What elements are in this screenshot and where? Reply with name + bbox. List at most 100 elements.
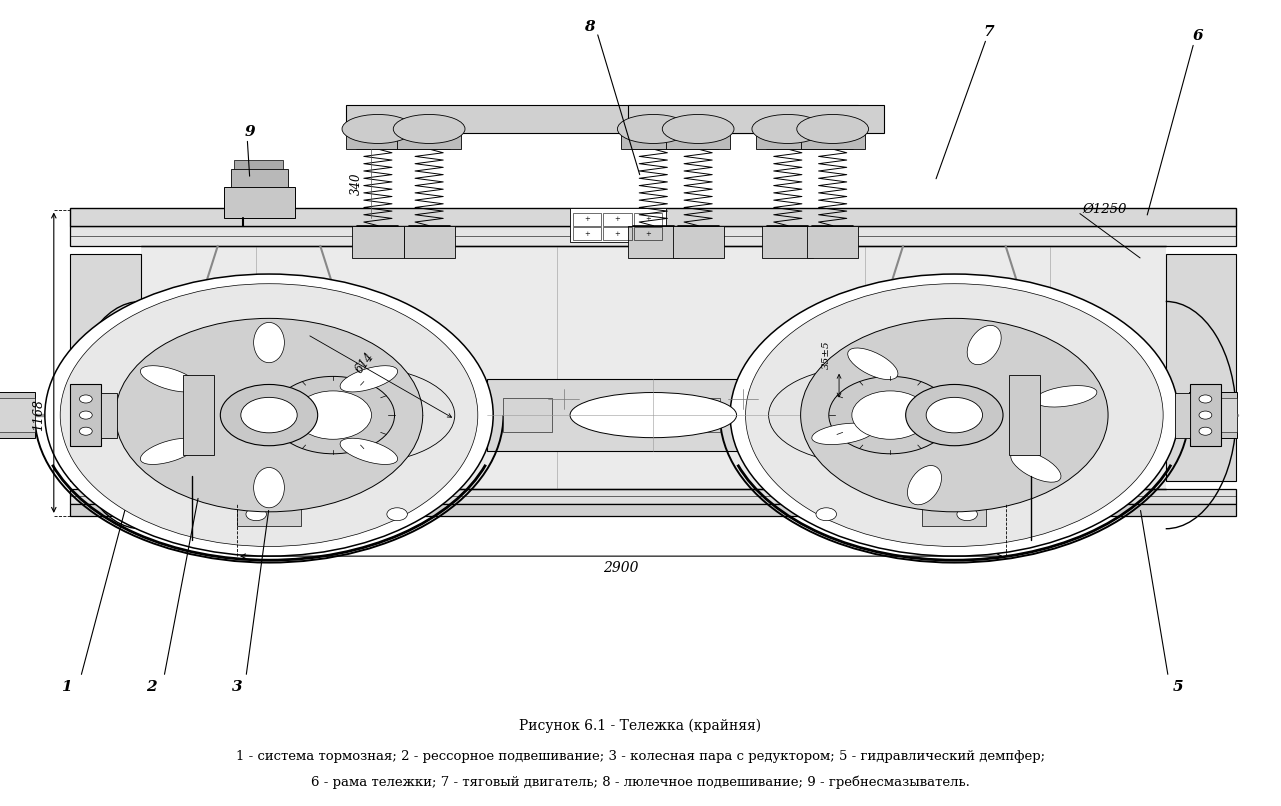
Bar — [603, 213, 632, 226]
Circle shape — [816, 508, 836, 521]
Ellipse shape — [342, 114, 414, 143]
Text: 6 - рама тележки; 7 - тяговый двигатель; 8 - люлечное подвешивание; 9 - гребнесм: 6 - рама тележки; 7 - тяговый двигатель;… — [311, 775, 970, 788]
Bar — [234, 160, 283, 169]
Ellipse shape — [339, 438, 397, 464]
Ellipse shape — [1035, 385, 1097, 407]
Circle shape — [79, 411, 92, 419]
Circle shape — [730, 274, 1179, 556]
Text: 2: 2 — [146, 679, 156, 694]
Ellipse shape — [752, 114, 824, 143]
Bar — [1190, 384, 1221, 446]
Circle shape — [246, 508, 266, 521]
Circle shape — [272, 376, 395, 454]
Bar — [1166, 254, 1236, 481]
Bar — [1175, 393, 1190, 438]
Text: 340: 340 — [350, 172, 363, 195]
Circle shape — [746, 284, 1163, 546]
Bar — [397, 129, 461, 149]
Ellipse shape — [743, 352, 986, 478]
Bar — [756, 129, 820, 149]
Text: +: + — [646, 230, 651, 238]
Bar — [70, 489, 1236, 504]
Bar — [573, 227, 601, 240]
Circle shape — [1199, 395, 1212, 403]
Bar — [487, 379, 820, 451]
Bar — [70, 384, 101, 446]
Circle shape — [926, 397, 983, 433]
Ellipse shape — [141, 438, 199, 464]
Bar — [503, 392, 552, 438]
Text: Рисунок 6.1 - Тележка (крайняя): Рисунок 6.1 - Тележка (крайняя) — [519, 718, 762, 733]
Bar — [503, 398, 552, 432]
Bar — [570, 208, 666, 242]
Text: +: + — [584, 215, 589, 223]
Bar — [603, 227, 632, 240]
Circle shape — [387, 508, 407, 521]
Ellipse shape — [662, 114, 734, 143]
Bar — [141, 246, 1166, 489]
Bar — [70, 254, 141, 481]
Ellipse shape — [769, 367, 961, 463]
Bar — [671, 398, 720, 432]
Bar — [922, 507, 986, 526]
Circle shape — [241, 397, 297, 433]
Text: 8: 8 — [584, 20, 594, 35]
Text: +: + — [615, 215, 620, 223]
Bar — [801, 129, 865, 149]
Bar — [762, 226, 813, 258]
Bar — [634, 227, 662, 240]
Circle shape — [852, 391, 929, 439]
Ellipse shape — [848, 348, 898, 380]
Bar — [70, 208, 1236, 226]
Bar — [826, 510, 967, 518]
Bar — [192, 512, 346, 521]
Bar — [101, 393, 117, 438]
Ellipse shape — [263, 367, 455, 463]
Text: 1 - система тормозная; 2 - рессорное подвешивание; 3 - колесная пара с редукторо: 1 - система тормозная; 2 - рессорное под… — [236, 750, 1045, 762]
Bar — [231, 169, 288, 187]
Bar — [1189, 398, 1237, 432]
Text: 7: 7 — [984, 25, 994, 39]
Bar — [621, 129, 685, 149]
Circle shape — [79, 427, 92, 435]
Ellipse shape — [907, 466, 942, 505]
Bar — [346, 129, 410, 149]
Bar — [671, 392, 720, 438]
Circle shape — [829, 376, 952, 454]
Bar — [183, 375, 214, 455]
Text: +: + — [646, 215, 651, 223]
Ellipse shape — [797, 114, 869, 143]
Ellipse shape — [339, 366, 397, 392]
Bar — [628, 226, 679, 258]
Text: 2900: 2900 — [603, 561, 639, 575]
Bar — [666, 129, 730, 149]
Circle shape — [906, 384, 1003, 446]
Circle shape — [115, 318, 423, 512]
Bar — [673, 226, 724, 258]
Text: Ø1250: Ø1250 — [1082, 203, 1127, 216]
Bar — [352, 226, 404, 258]
Bar — [70, 226, 1236, 246]
Circle shape — [79, 395, 92, 403]
Ellipse shape — [254, 467, 284, 508]
Bar — [224, 187, 295, 218]
Bar — [628, 105, 884, 133]
Ellipse shape — [812, 423, 874, 445]
Circle shape — [60, 284, 478, 546]
Ellipse shape — [617, 114, 689, 143]
Text: 3: 3 — [232, 679, 242, 694]
Ellipse shape — [237, 352, 480, 478]
Circle shape — [295, 391, 371, 439]
Circle shape — [801, 318, 1108, 512]
Bar — [0, 398, 35, 432]
Bar — [634, 213, 662, 226]
Circle shape — [45, 274, 493, 556]
Ellipse shape — [393, 114, 465, 143]
Circle shape — [220, 384, 318, 446]
Bar — [1009, 375, 1040, 455]
Bar — [70, 504, 1236, 516]
Text: 614: 614 — [354, 350, 377, 376]
Bar — [256, 510, 397, 518]
Bar — [346, 105, 858, 133]
Ellipse shape — [570, 393, 737, 438]
